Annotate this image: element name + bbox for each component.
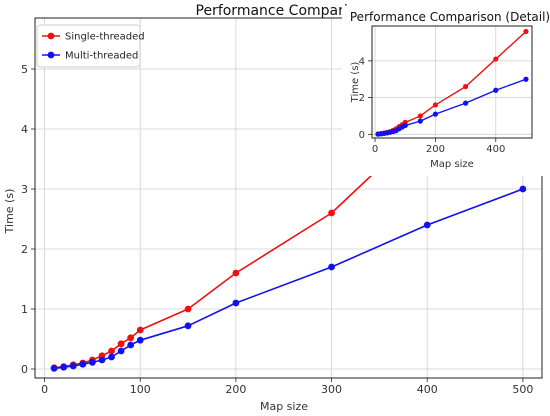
main-y-axis-label: Time (s)	[3, 189, 16, 235]
data-point-multi-threaded	[60, 363, 68, 371]
inset-chart: 0 200 400 0 2 4 Performance Comparison (Deta…	[342, 6, 550, 176]
y-tick-label: 4	[359, 56, 365, 67]
data-point-multi-threaded	[89, 359, 96, 366]
inset-y-axis-label: Time (s)	[350, 62, 361, 104]
data-point-multi-threaded	[493, 87, 499, 93]
data-point-single-threaded	[184, 305, 192, 313]
data-point-multi-threaded	[232, 299, 240, 307]
x-tick-label: 300	[321, 383, 342, 396]
inset-x-axis-label: Map size	[430, 159, 474, 170]
y-tick-label: 3	[21, 183, 28, 196]
main-x-axis-label: Map size	[260, 400, 308, 413]
legend-marker-single-threaded	[47, 32, 55, 40]
x-tick-label: 400	[486, 144, 505, 155]
y-tick-label: 4	[21, 123, 28, 136]
data-point-single-threaded	[432, 102, 438, 108]
y-tick-label: 2	[21, 243, 28, 256]
x-tick-label: 400	[417, 383, 438, 396]
data-point-multi-threaded	[98, 356, 106, 364]
x-tick-label: 100	[130, 383, 151, 396]
data-point-multi-threaded	[136, 336, 144, 344]
inset-plot-area	[372, 26, 532, 138]
data-point-multi-threaded	[108, 353, 115, 361]
data-point-multi-threaded	[50, 365, 58, 372]
y-tick-label: 5	[21, 63, 28, 76]
data-point-single-threaded	[417, 113, 423, 119]
data-point-multi-threaded	[417, 118, 423, 124]
data-point-single-threaded	[117, 340, 125, 348]
data-point-single-threaded	[462, 83, 469, 90]
x-tick-label: 0	[372, 144, 378, 155]
legend-marker-multi-threaded	[47, 51, 55, 59]
data-point-multi-threaded	[519, 185, 527, 193]
data-point-single-threaded	[523, 28, 529, 35]
data-point-multi-threaded	[423, 221, 431, 229]
data-point-single-threaded	[108, 347, 115, 355]
y-tick-label: 1	[21, 303, 28, 316]
data-point-multi-threaded	[523, 76, 529, 82]
data-point-multi-threaded	[127, 341, 135, 349]
x-tick-label: 200	[225, 383, 246, 396]
main-y-ticks: 0 1 2 3 4 5	[21, 63, 35, 376]
inset-plot-frame	[371, 25, 533, 139]
legend-label-multi-threaded: Multi-threaded	[65, 51, 138, 62]
x-tick-label: 500	[512, 383, 533, 396]
main-legend: Single-threaded Multi-threaded	[36, 24, 145, 68]
data-point-multi-threaded	[328, 263, 335, 271]
y-tick-label: 2	[359, 93, 365, 104]
data-point-single-threaded	[328, 209, 335, 217]
data-point-multi-threaded	[69, 362, 77, 370]
inset-grid	[372, 26, 532, 138]
inset-chart-title: Performance Comparison (Detail)	[350, 10, 550, 24]
x-tick-label: 200	[426, 144, 445, 155]
data-point-single-threaded	[127, 334, 135, 342]
data-point-multi-threaded	[79, 360, 87, 368]
y-tick-label: 0	[21, 363, 28, 376]
inset-x-ticks: 0 200 400	[372, 138, 505, 155]
data-point-multi-threaded	[184, 322, 192, 330]
legend-box	[36, 24, 141, 68]
data-point-multi-threaded	[117, 347, 125, 355]
main-x-ticks: 0 100 200 300 400 500	[41, 378, 533, 396]
data-point-multi-threaded	[462, 100, 469, 106]
data-point-multi-threaded	[432, 111, 438, 117]
y-tick-label: 0	[359, 130, 365, 141]
main-chart-title: Performance Comparison	[196, 3, 373, 19]
data-point-single-threaded	[232, 269, 240, 277]
legend-label-single-threaded: Single-threaded	[65, 32, 145, 43]
inset-series-points	[375, 28, 529, 137]
data-point-single-threaded	[493, 56, 499, 62]
inset-y-ticks: 0 2 4	[359, 56, 372, 141]
x-tick-label: 0	[41, 383, 48, 396]
data-point-multi-threaded	[402, 122, 408, 129]
data-point-single-threaded	[136, 326, 144, 334]
main-plot-frame	[34, 17, 543, 379]
